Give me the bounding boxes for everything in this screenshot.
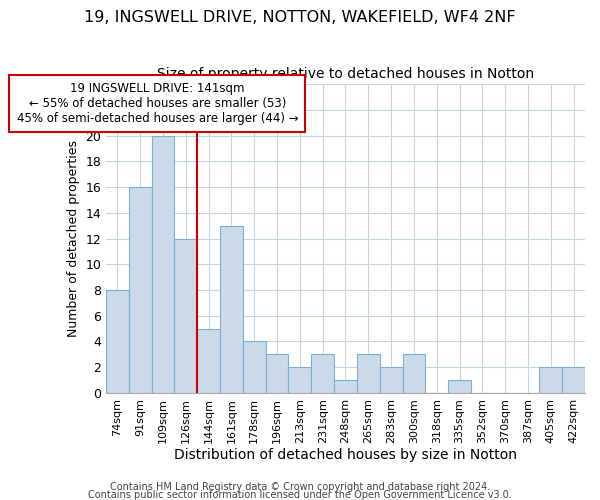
Title: Size of property relative to detached houses in Notton: Size of property relative to detached ho… (157, 68, 534, 82)
Bar (403, 354, 425, 393)
Bar (129, 187, 152, 393)
Bar (562, 367, 585, 393)
Bar (448, 380, 471, 393)
Bar (106, 290, 129, 393)
Y-axis label: Number of detached properties: Number of detached properties (67, 140, 80, 337)
Bar (334, 380, 357, 393)
Bar (357, 354, 380, 393)
Bar (175, 238, 197, 393)
Bar (220, 226, 243, 393)
Bar (197, 328, 220, 393)
Bar (539, 367, 562, 393)
Bar (380, 367, 403, 393)
X-axis label: Distribution of detached houses by size in Notton: Distribution of detached houses by size … (174, 448, 517, 462)
Text: Contains HM Land Registry data © Crown copyright and database right 2024.: Contains HM Land Registry data © Crown c… (110, 482, 490, 492)
Bar (311, 354, 334, 393)
Text: 19 INGSWELL DRIVE: 141sqm
← 55% of detached houses are smaller (53)
45% of semi-: 19 INGSWELL DRIVE: 141sqm ← 55% of detac… (17, 82, 298, 125)
Bar (152, 136, 175, 393)
Bar (243, 342, 266, 393)
Bar (289, 367, 311, 393)
Bar (266, 354, 289, 393)
Text: 19, INGSWELL DRIVE, NOTTON, WAKEFIELD, WF4 2NF: 19, INGSWELL DRIVE, NOTTON, WAKEFIELD, W… (84, 10, 516, 25)
Text: Contains public sector information licensed under the Open Government Licence v3: Contains public sector information licen… (88, 490, 512, 500)
